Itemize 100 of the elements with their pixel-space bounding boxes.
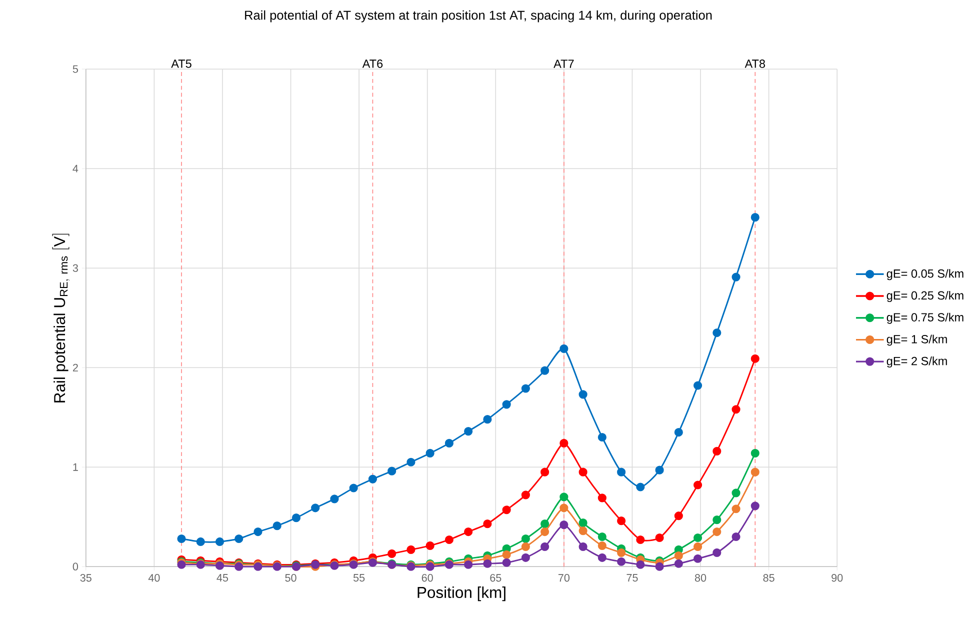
ref-line-label: AT8 xyxy=(744,60,766,68)
x-tick-label: 70 xyxy=(558,574,570,582)
y-tick-label: 1 xyxy=(73,464,78,471)
point xyxy=(617,548,626,558)
ref-line-label: AT6 xyxy=(362,60,383,68)
x-tick-label: 75 xyxy=(626,574,638,582)
point xyxy=(693,381,702,390)
point xyxy=(540,520,550,528)
point xyxy=(655,466,664,475)
point xyxy=(732,488,740,498)
point xyxy=(215,538,224,546)
chart-title: Rail potential of AT system at train position 1st AT, spacing 14 km, during operation xyxy=(245,10,712,22)
point xyxy=(732,405,740,414)
point xyxy=(540,542,550,552)
x-tick-label: 65 xyxy=(490,574,502,582)
x-axis-title: Position [km] xyxy=(418,586,506,602)
point xyxy=(674,512,683,520)
point xyxy=(521,384,530,393)
point xyxy=(177,534,186,544)
point xyxy=(330,494,339,504)
x-tick-label: 85 xyxy=(763,574,774,582)
point xyxy=(464,528,473,536)
point xyxy=(502,506,511,514)
point xyxy=(598,433,606,442)
point xyxy=(732,504,740,514)
point xyxy=(560,504,568,512)
point xyxy=(540,528,550,536)
point xyxy=(368,474,378,484)
point xyxy=(578,518,588,528)
point xyxy=(712,528,722,536)
point xyxy=(388,550,396,558)
y-axis-title: $\mathrm{Rail\ potential\ U_{RE,\ rms}\ [V]}$ xyxy=(52,234,70,402)
point xyxy=(483,415,492,424)
x-tick-label: 50 xyxy=(285,574,296,582)
y-tick-label: 2 xyxy=(72,364,78,372)
point xyxy=(196,538,205,546)
point xyxy=(292,514,301,522)
point xyxy=(655,534,664,542)
y-tick-label: 0 xyxy=(72,562,78,571)
point xyxy=(578,468,588,477)
point xyxy=(388,466,396,476)
ref-line-label: AT5 xyxy=(171,60,192,68)
point xyxy=(560,492,568,502)
legend-label: gE= 2 S/km xyxy=(886,356,947,368)
point xyxy=(636,536,645,544)
point xyxy=(272,522,282,530)
point xyxy=(349,484,358,492)
point xyxy=(521,490,530,500)
point xyxy=(502,400,511,409)
point xyxy=(750,213,760,222)
point xyxy=(578,390,588,399)
point xyxy=(636,560,645,570)
point xyxy=(521,534,530,544)
point xyxy=(732,272,740,282)
point xyxy=(560,344,568,354)
point xyxy=(578,526,588,536)
point xyxy=(636,482,645,492)
point xyxy=(502,550,511,560)
point xyxy=(560,520,568,530)
point xyxy=(750,468,760,477)
point xyxy=(598,494,606,502)
point xyxy=(655,562,664,572)
legend-label: gE= 0.25 S/km xyxy=(886,291,964,302)
point xyxy=(750,502,760,510)
point xyxy=(712,548,722,558)
y-tick-label: 4 xyxy=(72,165,78,172)
point xyxy=(712,328,722,338)
y-tick-label: 3 xyxy=(72,264,78,272)
point xyxy=(406,458,416,467)
x-tick-label: 40 xyxy=(148,574,160,582)
point xyxy=(617,516,626,526)
point xyxy=(560,439,568,448)
x-tick-label: 80 xyxy=(694,574,706,582)
point xyxy=(750,354,760,364)
x-tick-label: 55 xyxy=(353,574,365,582)
x-tick-label: 35 xyxy=(80,574,92,582)
legend-label: gE= 0.05 S/km xyxy=(886,269,964,280)
point xyxy=(674,559,683,568)
point xyxy=(540,366,550,376)
point xyxy=(617,557,626,566)
point xyxy=(674,552,683,560)
point xyxy=(693,480,702,490)
legend-label: gE= 1 S/km xyxy=(886,334,947,346)
point xyxy=(311,504,320,512)
point xyxy=(464,560,473,570)
y-tick-label: 5 xyxy=(72,65,78,73)
point xyxy=(254,528,262,536)
point xyxy=(540,468,550,477)
point xyxy=(712,447,722,456)
point xyxy=(732,532,740,542)
point xyxy=(521,553,530,562)
point xyxy=(693,542,702,552)
point xyxy=(693,534,702,542)
point xyxy=(406,546,416,554)
point xyxy=(234,534,244,544)
point xyxy=(444,536,454,544)
point xyxy=(483,559,492,568)
point xyxy=(444,439,454,448)
x-tick-label: 90 xyxy=(832,574,843,582)
point xyxy=(464,427,473,436)
